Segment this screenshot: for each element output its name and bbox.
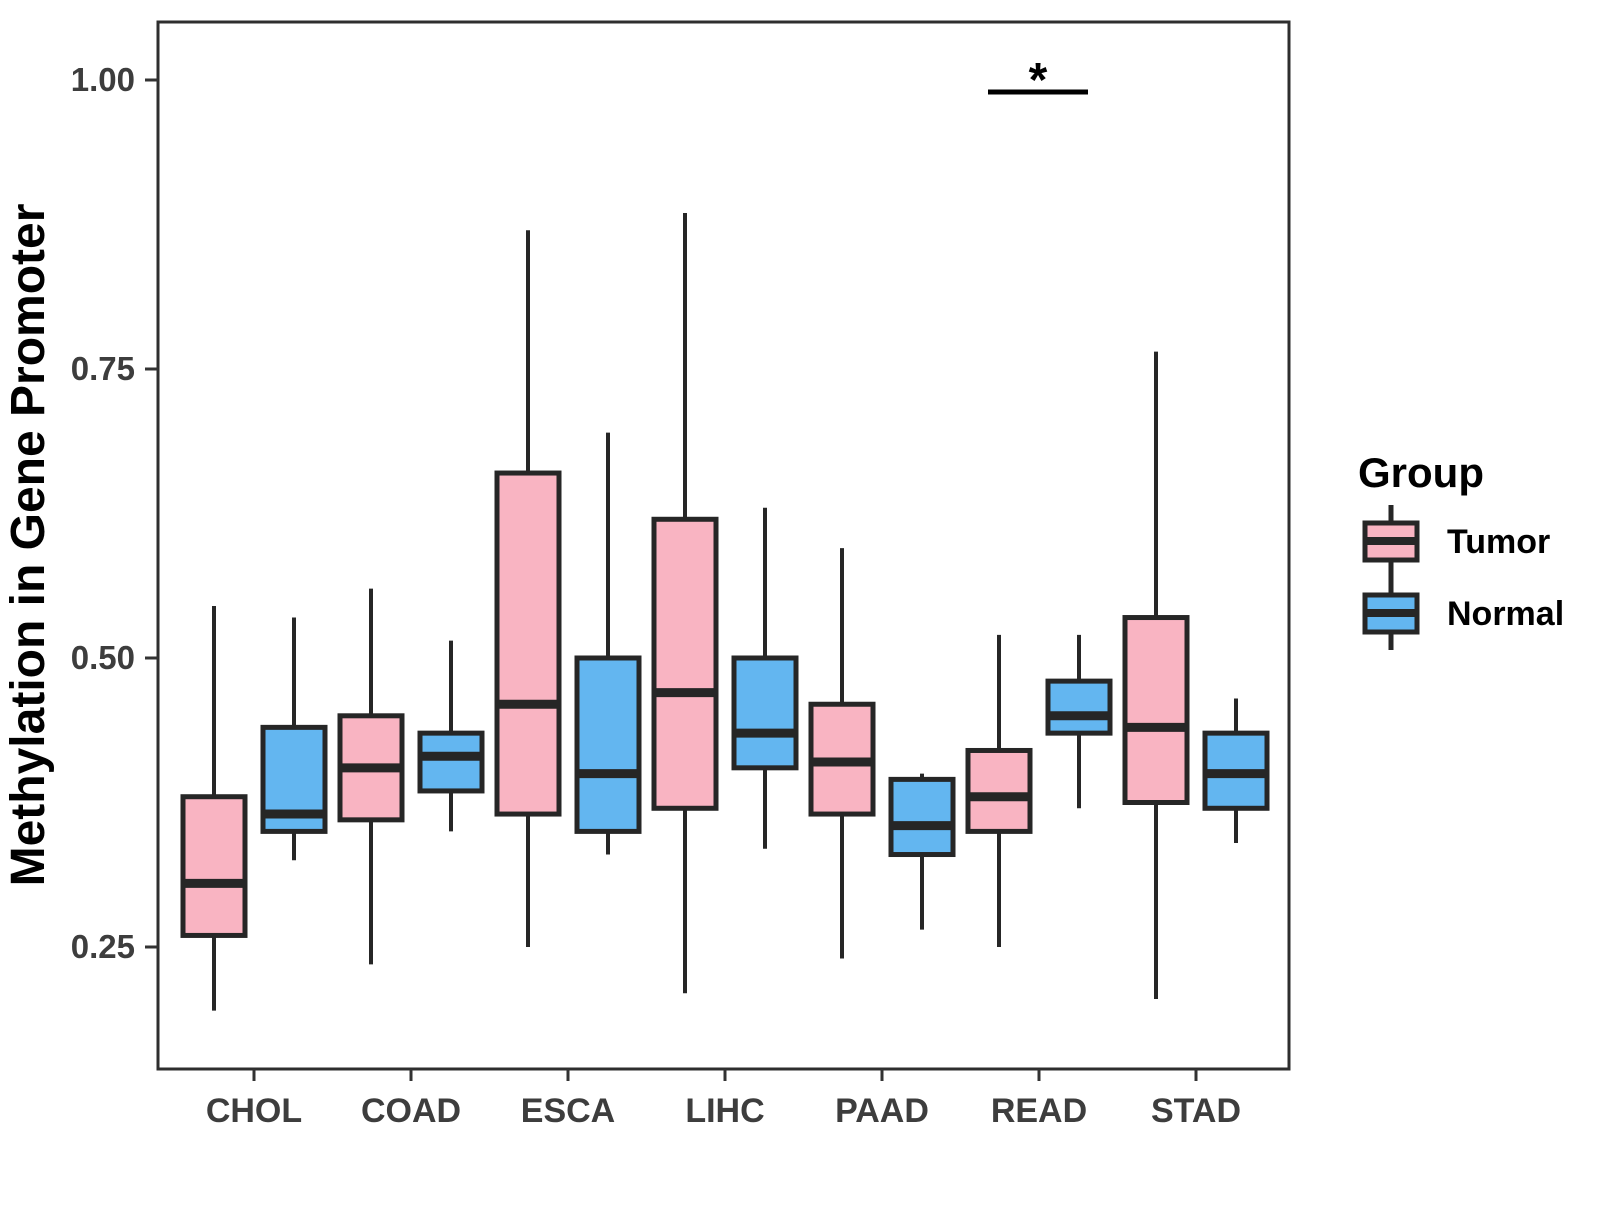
boxplot-read-normal xyxy=(1045,634,1113,809)
iqr-box xyxy=(417,730,485,794)
legend: Group Tumor Normal xyxy=(1358,449,1564,650)
boxplot-paad-normal xyxy=(888,773,956,930)
x-tick-label: LIHC xyxy=(685,1092,764,1130)
y-tick-label: 0.25 xyxy=(71,928,135,965)
boxplot-stad-tumor xyxy=(1122,351,1190,1000)
significance-annotation: * xyxy=(988,54,1088,107)
iqr-box xyxy=(965,747,1033,834)
iqr-box xyxy=(888,776,956,858)
legend-title: Group xyxy=(1358,449,1484,496)
y-tick-label: 1.00 xyxy=(71,61,135,98)
box-layer xyxy=(180,212,1270,1011)
legend-label-normal: Normal xyxy=(1447,595,1564,633)
x-tick-label: STAD xyxy=(1151,1092,1241,1130)
plot-panel xyxy=(156,20,1291,1071)
boxplot-esca-normal xyxy=(574,432,642,855)
boxplot-paad-tumor xyxy=(808,548,876,959)
legend-key-normal-icon xyxy=(1362,577,1420,650)
significance-star: * xyxy=(1029,54,1048,107)
y-tick-label: 0.75 xyxy=(71,350,135,387)
x-tick-label: ESCA xyxy=(521,1092,615,1130)
axis-layer: 0.25 0.50 0.75 1.00 CHOL COAD ESCA LIHC PAAD READ… xyxy=(71,61,1241,1130)
x-tick-label: READ xyxy=(991,1092,1087,1130)
iqr-box xyxy=(1122,615,1190,805)
legend-key-tumor-icon xyxy=(1362,505,1420,578)
boxplot-lihc-tumor xyxy=(651,212,719,994)
boxplot-read-tumor xyxy=(965,634,1033,947)
boxplot-lihc-normal xyxy=(731,507,799,849)
iqr-box xyxy=(574,655,642,834)
x-tick-label: COAD xyxy=(361,1092,461,1130)
x-tick-label: CHOL xyxy=(206,1092,302,1130)
legend-label-tumor: Tumor xyxy=(1447,523,1550,561)
boxplot-stad-normal xyxy=(1202,698,1270,843)
iqr-box xyxy=(180,794,248,938)
y-axis-title: Methylation in Gene Promoter xyxy=(2,204,55,887)
boxplot-esca-tumor xyxy=(494,230,562,947)
iqr-box xyxy=(651,516,719,811)
boxplot-chol-tumor xyxy=(180,605,248,1011)
iqr-box xyxy=(731,655,799,771)
iqr-box xyxy=(494,470,562,817)
boxplot-coad-normal xyxy=(417,640,485,832)
boxplot-chol-normal xyxy=(260,617,328,861)
y-tick-label: 0.50 xyxy=(71,639,135,676)
boxplot-coad-tumor xyxy=(337,588,405,965)
x-tick-label: PAAD xyxy=(835,1092,929,1130)
iqr-box xyxy=(1045,678,1113,736)
